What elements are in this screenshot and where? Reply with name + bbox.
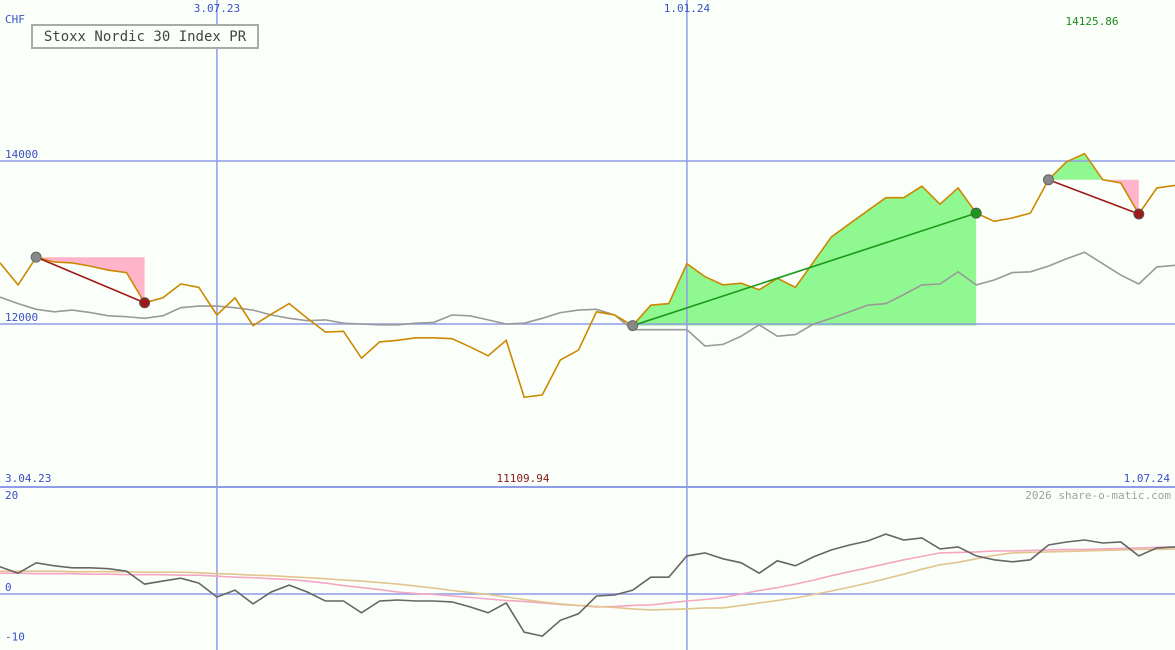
y-tick-label: 0	[5, 581, 12, 594]
low-label: 11109.94	[497, 472, 550, 485]
end-date: 1.07.24	[1124, 472, 1171, 485]
signal-line	[632, 212, 977, 327]
title-box	[31, 24, 259, 49]
watermark: 2026 share-o-matic.com	[1025, 489, 1171, 502]
series-line	[0, 251, 1175, 347]
y-tick-label: -10	[5, 631, 25, 644]
y-tick-label: 12000	[5, 311, 38, 324]
unit-label: CHF	[5, 13, 25, 26]
signal-fill	[632, 186, 977, 326]
signal-start	[627, 320, 639, 332]
x-tick-label: 1.01.24	[664, 2, 711, 15]
high-label: 14125.86	[1066, 15, 1119, 28]
y-tick-label: 20	[5, 489, 18, 502]
signal-fill	[36, 257, 145, 303]
series-line	[0, 533, 1175, 637]
signal-fill	[1102, 179, 1139, 214]
signal-start	[30, 251, 42, 263]
y-tick-label: 14000	[5, 148, 38, 161]
signal-start	[1042, 174, 1054, 186]
signal-line	[35, 256, 145, 304]
signal-end	[139, 297, 151, 309]
x-tick-label: 3.07.23	[194, 2, 240, 15]
labels: CHF 3.04.23 1.07.24 14125.86 11109.94 20…	[5, 2, 1171, 644]
start-date: 3.04.23	[5, 472, 51, 485]
signal-end	[1133, 208, 1145, 220]
signal-end	[970, 207, 982, 219]
chart-title: Stoxx Nordic 30 Index PR	[44, 29, 247, 45]
signal-line	[1048, 178, 1140, 215]
